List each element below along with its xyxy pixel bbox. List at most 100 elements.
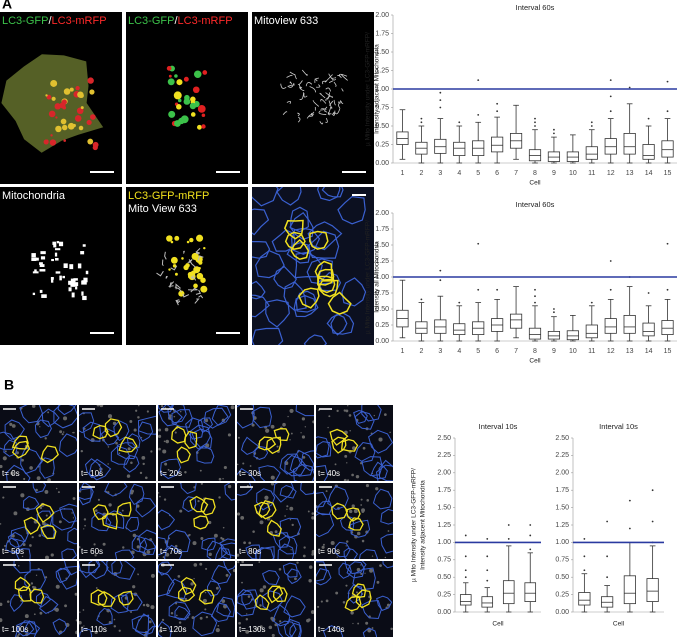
mito — [333, 81, 337, 87]
timelapse-tile: t= 90s — [316, 483, 393, 559]
noise — [240, 516, 245, 520]
timelapse-tile: t= 130s — [237, 561, 314, 637]
roi — [120, 591, 143, 612]
roi — [272, 586, 288, 603]
y-tick-label: 0.25 — [375, 141, 389, 148]
roi — [55, 567, 71, 584]
roi — [245, 544, 262, 559]
noise — [362, 446, 366, 450]
roi — [317, 187, 341, 202]
roi — [219, 538, 235, 557]
panel-letter: B — [4, 377, 14, 393]
mito — [297, 116, 301, 123]
noise — [167, 468, 170, 471]
noise — [95, 587, 98, 589]
y-tick-label: 0.75 — [555, 557, 569, 564]
mito — [161, 259, 164, 267]
noise — [199, 616, 203, 620]
outlier — [647, 117, 650, 120]
roi — [343, 547, 359, 559]
roi — [97, 591, 116, 607]
outlier — [486, 555, 489, 558]
noise — [122, 546, 125, 549]
mito — [334, 108, 341, 115]
roi — [189, 424, 212, 450]
noise — [193, 563, 198, 567]
noise — [249, 465, 252, 467]
outlier — [590, 301, 593, 304]
noise — [72, 497, 76, 500]
mito — [195, 251, 200, 255]
image-label: LC3-GFP/LC3-mRFP — [128, 15, 233, 27]
tile-content — [237, 561, 314, 637]
roi — [116, 501, 132, 517]
y-tick-label: 0.25 — [555, 591, 569, 598]
noise — [2, 456, 7, 461]
mito — [32, 271, 39, 274]
image-label: Mitoview 633 — [254, 15, 318, 27]
noise — [2, 496, 5, 499]
noise — [237, 553, 240, 557]
outlier — [439, 99, 442, 101]
noise — [175, 614, 178, 617]
noise — [251, 423, 255, 427]
mito — [40, 256, 46, 260]
noise — [346, 540, 349, 543]
box — [623, 314, 636, 334]
mito — [71, 292, 75, 298]
roi — [198, 589, 215, 605]
noise — [302, 456, 306, 459]
noise — [350, 611, 354, 615]
noise — [361, 510, 365, 514]
timelapse-tile: t= 60s — [79, 483, 156, 559]
mito — [341, 88, 344, 92]
x-tick-label: 1 — [401, 348, 405, 355]
noise — [379, 564, 382, 568]
noise — [199, 469, 202, 472]
noise — [356, 531, 361, 536]
x-tick-label: 10 — [569, 170, 577, 177]
noise — [115, 441, 118, 445]
roi — [158, 537, 168, 556]
noise — [107, 446, 110, 448]
noise — [375, 487, 379, 491]
roi — [196, 445, 215, 464]
puncta — [80, 106, 84, 110]
roi — [180, 483, 197, 495]
outlier — [507, 524, 510, 526]
noise — [365, 621, 369, 625]
outlier — [464, 569, 467, 572]
roi — [322, 625, 344, 637]
roi — [252, 241, 271, 259]
noise — [137, 416, 140, 419]
mito — [331, 110, 336, 116]
noise — [158, 555, 159, 558]
noise — [215, 627, 220, 633]
y-axis-label: Intensity adjacent Mitochondria — [374, 44, 381, 134]
mito — [56, 241, 60, 244]
noise — [217, 624, 220, 627]
noise — [237, 436, 240, 439]
noise — [39, 611, 43, 615]
noise — [221, 599, 226, 604]
noise — [245, 629, 250, 634]
micrograph — [252, 187, 374, 345]
roi — [63, 561, 77, 576]
roi — [256, 488, 276, 511]
roi — [35, 503, 55, 523]
puncta — [50, 134, 53, 137]
roi — [279, 484, 297, 499]
micrograph: LC3-GFP/LC3-mRFP — [0, 12, 122, 184]
mito — [195, 289, 201, 295]
mito — [320, 108, 327, 110]
roi — [293, 295, 319, 318]
outlier — [666, 80, 669, 83]
puncta — [166, 66, 172, 71]
noise — [96, 405, 100, 407]
mito — [50, 279, 54, 283]
noise — [6, 600, 10, 603]
x-tick-label: 15 — [664, 170, 672, 177]
x-tick-label: 13 — [626, 348, 634, 355]
noise — [351, 504, 355, 508]
mito — [82, 244, 86, 247]
